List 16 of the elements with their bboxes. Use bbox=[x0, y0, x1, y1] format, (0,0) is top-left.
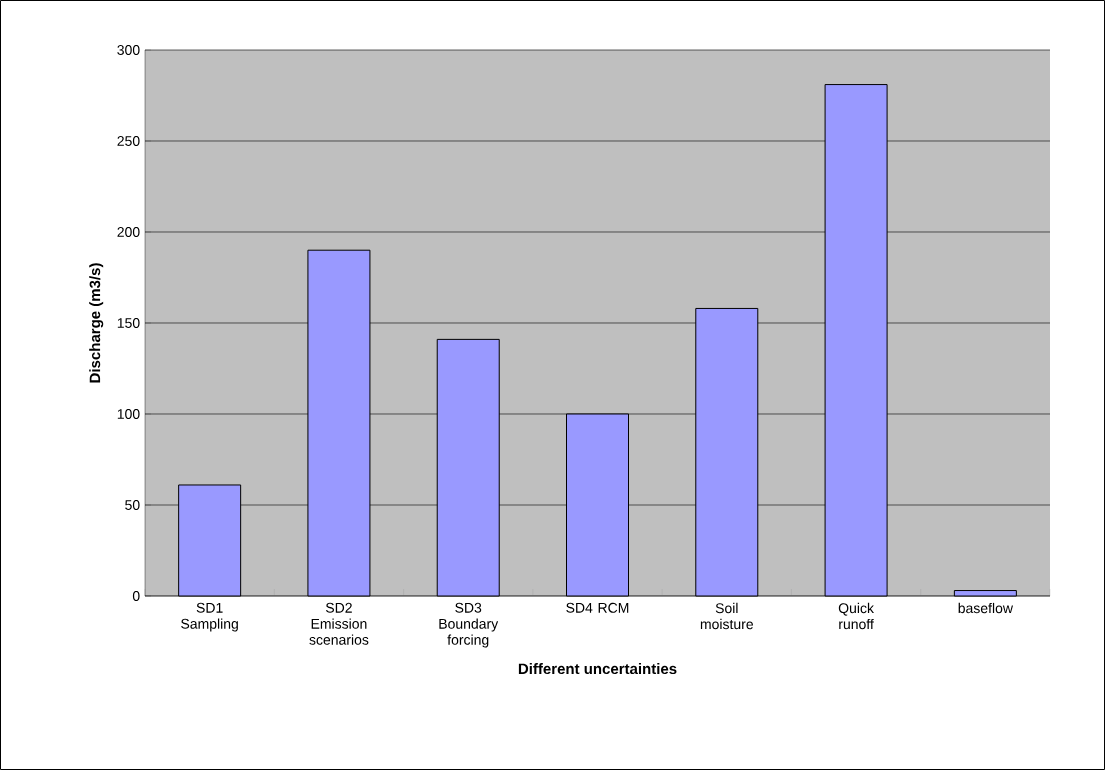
x-axis-title: Different uncertainties bbox=[518, 663, 677, 675]
y-tick-label: 100 bbox=[117, 409, 140, 419]
y-axis-title: Discharge (m3/s) bbox=[89, 263, 104, 383]
x-tick-label: SD3 Boundary forcing bbox=[439, 602, 499, 648]
y-tick-label: 200 bbox=[117, 227, 140, 237]
y-tick-label: 300 bbox=[117, 45, 140, 55]
x-tick-label: SD1 Sampling bbox=[181, 602, 238, 632]
y-tick-label: 250 bbox=[117, 136, 140, 146]
x-tick-label: SD2 Emission scenarios bbox=[309, 602, 369, 645]
y-tick-label: 150 bbox=[117, 318, 140, 328]
x-tick-label: Quick runoff bbox=[838, 602, 874, 630]
x-tick-label: baseflow bbox=[958, 602, 1014, 614]
x-tick-label: SD4 RCM bbox=[566, 602, 629, 613]
y-tick-label: 0 bbox=[132, 591, 140, 601]
y-tick-label: 50 bbox=[125, 500, 140, 510]
x-tick-label: Soil moisture bbox=[700, 602, 754, 630]
